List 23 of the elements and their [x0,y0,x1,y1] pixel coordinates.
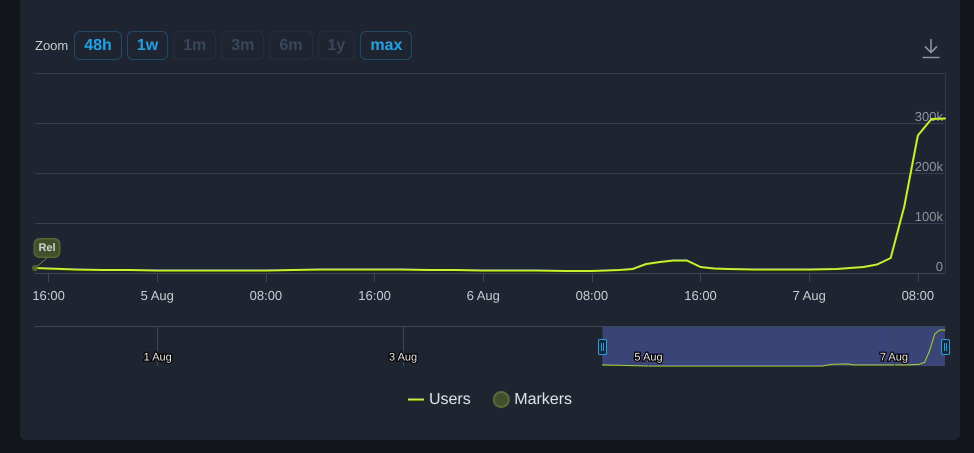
category-label: max [360,31,412,60]
x-tick-label: 16:00 [32,288,65,303]
legend-label: Markers [514,391,572,408]
text: Zoom [35,38,68,53]
x-tick-label: 08:00 [576,288,608,303]
x-tick-label: 7 Aug [880,352,908,364]
y-tick-label: 200k [914,159,944,174]
x-tick-label: 5 Aug [140,288,174,303]
x-tick-label: 3 Aug [389,352,418,364]
x-tick-label: 16:00 [684,288,717,303]
y-tick-label: 100k [914,209,944,224]
x-tick-label: 5 Aug [634,352,663,364]
y-tick-label: 0 [936,259,943,274]
x-tick-label: 1 Aug [144,352,172,364]
x-tick-label: 08:00 [250,288,282,303]
x-tick-label: 6 Aug [466,288,500,303]
x-tick-label: 7 Aug [792,288,826,303]
category-label: 48h [74,31,122,60]
x-tick-label: 08:00 [902,288,934,303]
legend-label: Users [428,391,471,408]
data-label: Rel [38,242,56,254]
x-tick-label: 16:00 [358,288,391,303]
category-label: 1w [126,31,168,60]
